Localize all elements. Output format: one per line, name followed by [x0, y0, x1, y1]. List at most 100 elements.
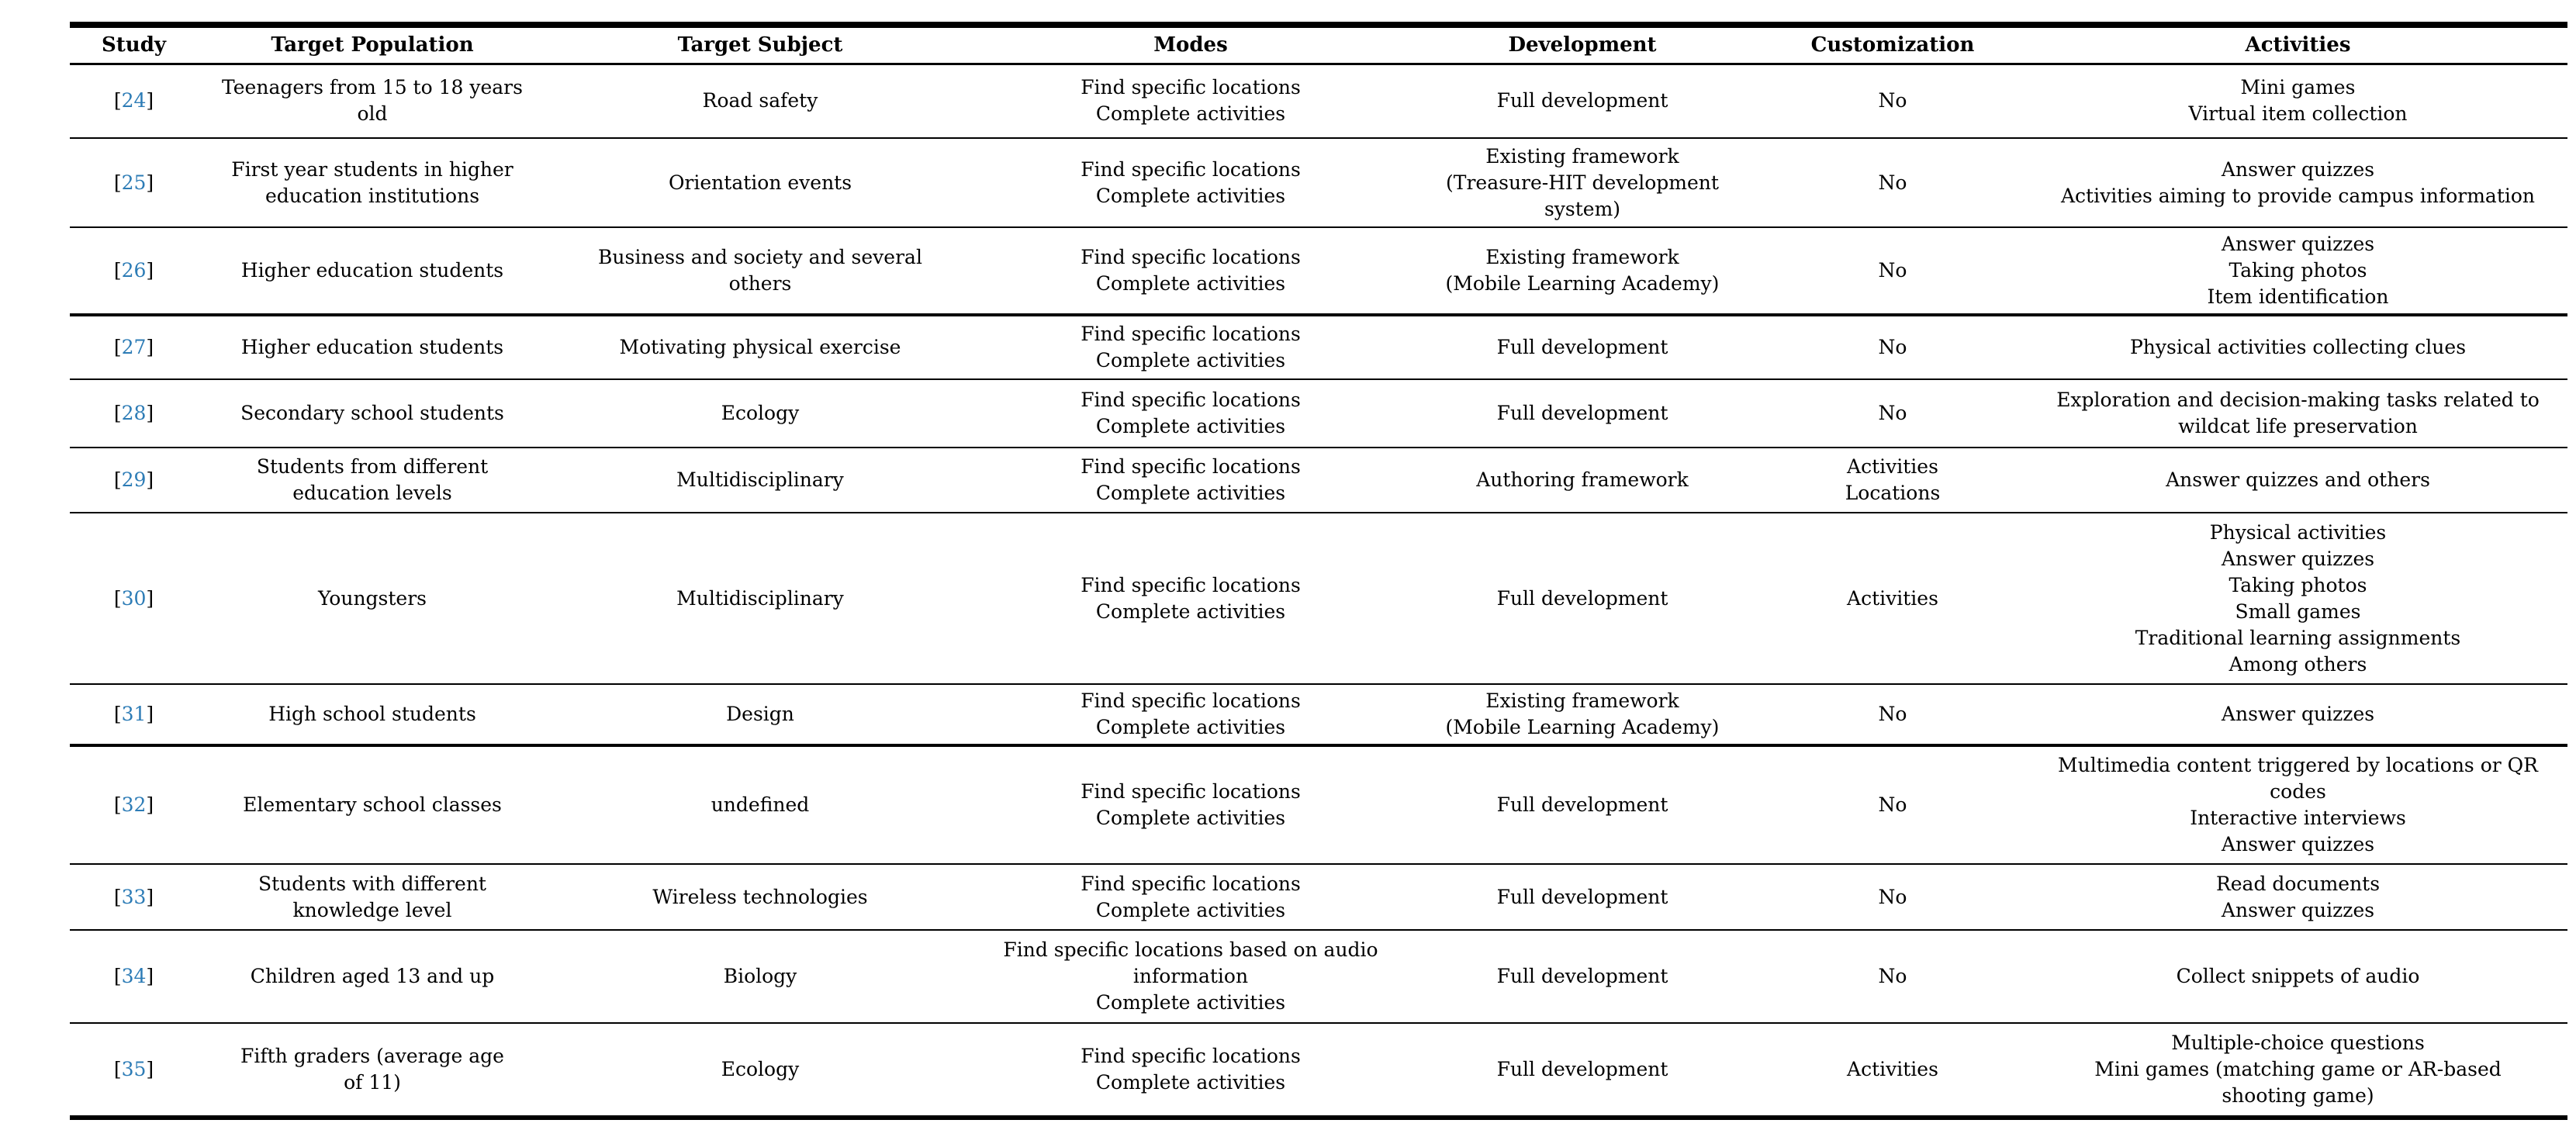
- citation-link[interactable]: 30: [121, 586, 147, 610]
- cell-line: Answer quizzes: [2221, 898, 2375, 921]
- header-row: Study Target Population Target Subject M…: [70, 25, 2567, 64]
- citation-open-bracket: [: [113, 336, 122, 358]
- table-row: [35] Fifth graders (average age of 11) Ecol…: [70, 1023, 2567, 1118]
- paper-table-container: Study Target Population Target Subject M…: [70, 22, 2567, 1120]
- cell-line: Find specific locations: [1081, 573, 1301, 596]
- development-cell: Full development: [1408, 315, 1757, 379]
- cell-line: Complete activities: [1095, 102, 1286, 126]
- citation-close-bracket: ]: [146, 336, 154, 358]
- citation-link[interactable]: 32: [121, 793, 147, 816]
- citation-open-bracket: [: [113, 468, 122, 491]
- cell-line: Higher education students: [240, 259, 504, 282]
- column-header-target-population: Target Population: [271, 33, 474, 57]
- cell-line: Students from different: [256, 455, 489, 478]
- cell-line: Full development: [1496, 965, 1668, 987]
- citation-open-bracket: [: [113, 402, 122, 424]
- cell-line: system): [1544, 197, 1621, 220]
- cell-line: codes: [2270, 780, 2326, 803]
- cell-line: Complete activities: [1095, 415, 1286, 437]
- cell-line: Full development: [1496, 586, 1668, 610]
- cell-line: undefined: [711, 793, 810, 816]
- target-subject-cell: Business and society and several others: [547, 227, 973, 315]
- cell-line: Mini games (matching game or AR-based: [2094, 1058, 2502, 1080]
- cell-line: Item identification: [2207, 285, 2389, 308]
- customization-cell: No: [1757, 227, 2028, 315]
- citation-link[interactable]: 34: [121, 965, 147, 987]
- citation-link[interactable]: 28: [121, 402, 147, 424]
- cell-line: Full development: [1496, 885, 1668, 908]
- cell-line: Business and society and several: [598, 246, 922, 268]
- development-cell: Full development: [1408, 864, 1757, 930]
- cell-line: Youngsters: [317, 586, 427, 610]
- cell-line: Design: [726, 703, 794, 725]
- citation-close-bracket: ]: [146, 259, 154, 282]
- cell-line: No: [1878, 703, 1907, 725]
- activities-cell: Mini games Virtual item collection: [2028, 64, 2567, 138]
- cell-line: No: [1878, 336, 1907, 358]
- cell-line: Orientation events: [668, 171, 852, 194]
- cell-line: Complete activities: [1095, 482, 1286, 504]
- cell-line: (Mobile Learning Academy): [1445, 272, 1720, 295]
- cell-line: Multidisciplinary: [676, 586, 844, 610]
- modes-cell: Find specific locations Complete activiti…: [973, 227, 1408, 315]
- activities-cell: Physical activities Answer quizzes Taking …: [2028, 513, 2567, 684]
- activities-cell: Exploration and decision-making tasks re…: [2028, 379, 2567, 448]
- cell-line: Road safety: [702, 89, 818, 112]
- customization-cell: No: [1757, 379, 2028, 448]
- study-cell: [24]: [70, 64, 198, 138]
- target-subject-cell: Road safety: [547, 64, 973, 138]
- customization-cell: No: [1757, 138, 2028, 227]
- cell-line: Physical activities: [2209, 520, 2387, 544]
- citation-link[interactable]: 25: [121, 171, 147, 194]
- citation-open-bracket: [: [113, 885, 122, 908]
- development-cell: Existing framework (Treasure-HIT developm…: [1408, 138, 1757, 227]
- cell-line: Find specific locations: [1081, 389, 1301, 411]
- cell-line: Activities: [1847, 586, 1938, 610]
- development-cell: Existing framework (Mobile Learning Acade…: [1408, 227, 1757, 315]
- cell-line: education institutions: [265, 184, 480, 207]
- cell-line: Full development: [1496, 402, 1668, 424]
- cell-line: Complete activities: [1095, 600, 1286, 623]
- cell-line: Ecology: [721, 1058, 800, 1080]
- modes-cell: Find specific locations Complete activiti…: [973, 864, 1408, 930]
- table-row: [29] Students from different education lev…: [70, 448, 2567, 513]
- cell-line: Complete activities: [1095, 1071, 1286, 1094]
- activities-cell: Collect snippets of audio: [2028, 930, 2567, 1023]
- citation-link[interactable]: 26: [121, 259, 147, 282]
- cell-line: Higher education students: [240, 336, 504, 358]
- citation-link[interactable]: 31: [121, 703, 147, 725]
- citation-link[interactable]: 29: [121, 468, 147, 491]
- cell-line: Students with different: [258, 872, 486, 895]
- cell-line: Existing framework: [1485, 144, 1679, 168]
- table-header: Study Target Population Target Subject M…: [70, 25, 2567, 64]
- cell-line: Answer quizzes: [2221, 833, 2375, 855]
- cell-line: Full development: [1496, 1058, 1668, 1080]
- citation-link[interactable]: 33: [121, 885, 147, 908]
- cell-line: Mini games: [2240, 76, 2356, 99]
- customization-cell: No: [1757, 745, 2028, 864]
- target-population-cell: First year students in higher education i…: [198, 138, 547, 227]
- target-population-cell: Higher education students: [198, 315, 547, 379]
- citation-close-bracket: ]: [146, 793, 154, 816]
- study-cell: [30]: [70, 513, 198, 684]
- cell-line: No: [1878, 402, 1907, 424]
- modes-cell: Find specific locations Complete activiti…: [973, 379, 1408, 448]
- citation-link[interactable]: 24: [121, 89, 147, 112]
- cell-line: Existing framework: [1485, 690, 1679, 712]
- citation-open-bracket: [: [113, 703, 122, 725]
- study-cell: [29]: [70, 448, 198, 513]
- target-population-cell: Secondary school students: [198, 379, 547, 448]
- column-header-study: Study: [102, 33, 166, 57]
- activities-cell: Answer quizzes: [2028, 684, 2567, 745]
- target-population-cell: Teenagers from 15 to 18 years old: [198, 64, 547, 138]
- cell-line: Motivating physical exercise: [619, 336, 901, 358]
- citation-link[interactable]: 35: [121, 1058, 147, 1080]
- activities-cell: Answer quizzes Activities aiming to provi…: [2028, 138, 2567, 227]
- cell-line: Activities: [1847, 1058, 1938, 1080]
- cell-line: Find specific locations: [1081, 246, 1301, 268]
- citation-link[interactable]: 27: [121, 336, 147, 358]
- development-cell: Existing framework (Mobile Learning Acade…: [1408, 684, 1757, 745]
- target-subject-cell: Multidisciplinary: [547, 448, 973, 513]
- cell-line: Ecology: [721, 402, 800, 424]
- customization-cell: No: [1757, 64, 2028, 138]
